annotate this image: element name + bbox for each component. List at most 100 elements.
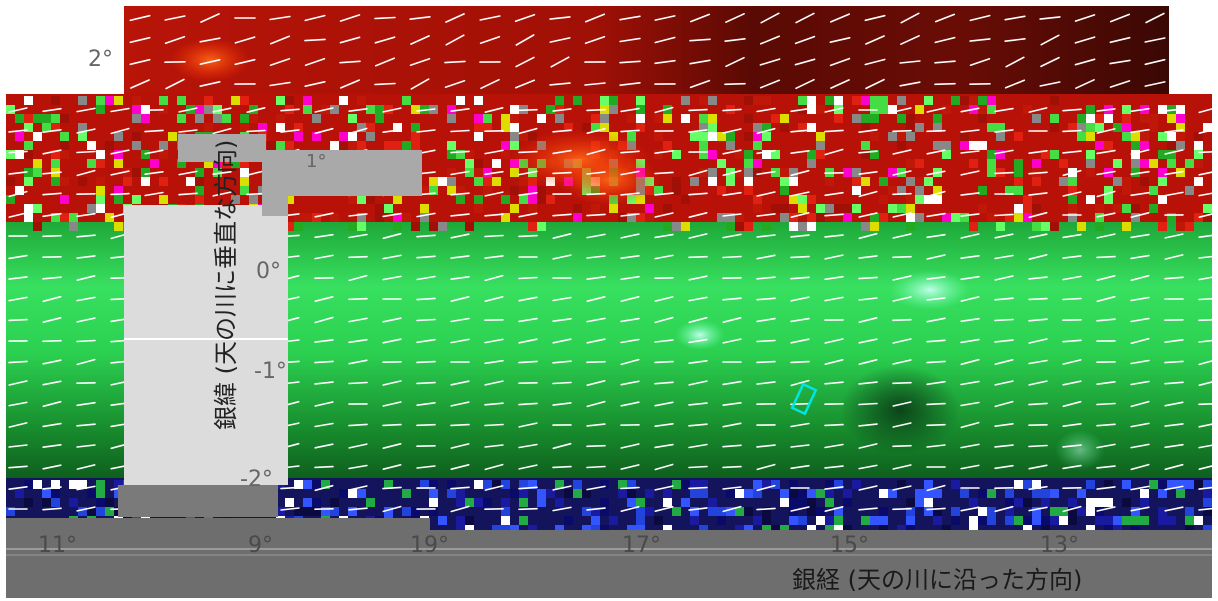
polarization-vector — [858, 150, 878, 154]
polarization-vector — [858, 190, 878, 198]
polarization-vector — [1130, 149, 1150, 155]
polarization-vector — [722, 255, 742, 259]
polarization-vector — [1096, 465, 1116, 469]
polarization-vector — [1198, 255, 1218, 259]
polarization-vector — [1028, 318, 1048, 322]
polarization-vector — [756, 213, 776, 217]
polarization-vector — [416, 318, 436, 322]
polarization-vector — [1130, 485, 1150, 491]
polarization-vector — [382, 212, 402, 218]
polarization-vector — [8, 318, 28, 322]
polarization-vector — [892, 212, 912, 218]
polarization-vector — [1130, 170, 1150, 176]
polarization-vector — [926, 484, 946, 492]
polarization-vector — [1109, 36, 1131, 44]
polarization-vector — [552, 254, 572, 260]
polarization-vector — [1062, 505, 1082, 513]
polarization-vector — [212, 171, 232, 175]
polarization-vector — [76, 274, 96, 282]
polarization-vector — [450, 401, 470, 407]
polarization-vector — [994, 275, 1014, 281]
polarization-vector — [178, 192, 198, 196]
polarization-vector — [756, 360, 776, 364]
polarization-vector — [892, 422, 912, 428]
polarization-vector — [892, 107, 912, 113]
polarization-vector — [790, 276, 810, 280]
polarization-vector — [722, 128, 742, 134]
polarization-vector — [280, 507, 300, 511]
polarization-vector — [76, 358, 96, 366]
polarization-vector — [348, 464, 368, 470]
polarization-vector — [858, 485, 878, 491]
polarization-vector — [790, 296, 810, 302]
polarization-vector — [518, 317, 538, 323]
polarization-vector — [586, 379, 606, 387]
polarization-vector — [1062, 380, 1082, 386]
polarization-vector — [689, 59, 711, 65]
polarization-vector — [926, 129, 946, 133]
polarization-vector — [830, 79, 850, 89]
polarization-vector — [8, 150, 28, 154]
polarization-vector — [688, 169, 708, 177]
polarization-vector — [620, 317, 640, 323]
polarization-vector — [1130, 380, 1150, 386]
polarization-vector — [42, 192, 62, 196]
x-tick-label: 17° — [622, 533, 661, 558]
polarization-vector — [654, 296, 674, 302]
polarization-vector — [1062, 400, 1082, 408]
polarization-vector — [1028, 380, 1048, 386]
polarization-vector — [8, 276, 28, 280]
polarization-vector — [926, 149, 946, 155]
polarization-vector — [348, 274, 368, 282]
polarization-vector — [416, 275, 436, 281]
polarization-vector — [1028, 233, 1048, 239]
polarization-vector — [518, 486, 538, 490]
polarization-vector — [450, 317, 470, 323]
polarization-vector — [994, 129, 1014, 133]
polarization-vector — [199, 37, 221, 43]
polarization-vector — [759, 58, 781, 66]
polarization-vector — [858, 232, 878, 240]
polarization-vector — [348, 317, 368, 323]
upper-red-panel — [124, 6, 1169, 94]
polarization-vector — [1130, 317, 1150, 323]
polarization-vector — [994, 254, 1014, 260]
polarization-vector — [892, 401, 912, 407]
polarization-vector — [790, 360, 810, 364]
polarization-vector — [450, 192, 470, 196]
polarization-vector — [348, 108, 368, 112]
polarization-vector — [756, 484, 776, 492]
polarization-vector — [1198, 507, 1218, 511]
polarization-vector — [1109, 80, 1131, 88]
polarization-vector — [688, 402, 708, 406]
polarization-vector — [416, 108, 436, 112]
polarization-vector — [858, 212, 878, 218]
x-tick-label: 9° — [248, 533, 273, 558]
polarization-vector — [382, 442, 402, 450]
polarization-vector — [1145, 12, 1165, 24]
polarization-vector — [178, 107, 198, 113]
polarization-vector — [960, 296, 980, 302]
polarization-vector — [110, 149, 130, 155]
polarization-vector — [450, 150, 470, 154]
polarization-vector — [824, 338, 844, 344]
polarization-vector — [416, 465, 436, 469]
polarization-vector — [892, 507, 912, 511]
polarization-vector — [824, 213, 844, 217]
polarization-vector — [518, 212, 538, 218]
polarization-vector — [824, 107, 844, 113]
polarization-vector — [688, 465, 708, 469]
y-axis-title: 銀緯 (天の川に垂直な方向) — [212, 140, 240, 430]
polarization-vector — [76, 255, 96, 259]
polarization-vector — [374, 57, 396, 67]
polarization-vector — [994, 213, 1014, 217]
polarization-vector — [1198, 422, 1218, 428]
polarization-vector — [926, 360, 946, 364]
polarization-vector — [314, 339, 334, 343]
polarization-vector — [899, 81, 921, 87]
polarization-vector — [518, 234, 538, 238]
polarization-vector — [382, 232, 402, 240]
polarization-vector — [654, 485, 674, 491]
y-tick-label: 1° — [306, 151, 326, 172]
polarization-vector — [960, 401, 980, 407]
